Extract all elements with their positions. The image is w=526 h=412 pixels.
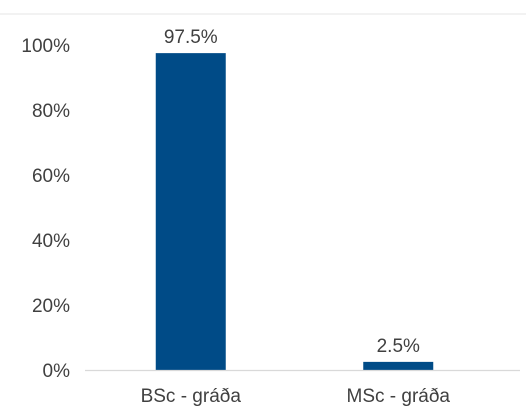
x-category-label: BSc - gráða — [141, 386, 242, 407]
bar — [363, 361, 434, 370]
y-tick-label: 40% — [32, 231, 70, 252]
y-tick-label: 80% — [32, 101, 70, 122]
y-axis: 0% 20% 40% 60% 80% 100% — [21, 36, 70, 382]
bars — [155, 53, 434, 370]
y-tick-label: 0% — [43, 361, 71, 382]
x-axis: BSc - gráða MSc - gráða — [85, 369, 520, 407]
x-category-label: MSc - gráða — [347, 386, 451, 407]
data-label: 2.5% — [377, 336, 420, 357]
bar — [155, 53, 226, 370]
y-tick-label: 20% — [32, 296, 70, 317]
y-tick-label: 100% — [21, 36, 70, 57]
data-labels: 97.5% 2.5% — [164, 27, 420, 357]
y-tick-label: 60% — [32, 166, 70, 187]
data-label: 97.5% — [164, 27, 218, 48]
